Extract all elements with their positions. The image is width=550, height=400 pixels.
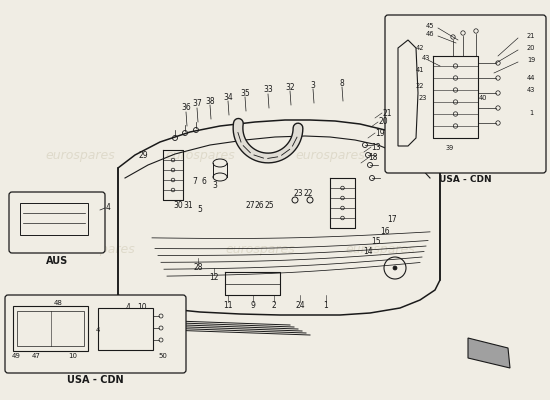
Text: 8: 8: [340, 78, 344, 88]
Text: 6: 6: [201, 178, 206, 186]
Text: 27: 27: [245, 200, 255, 210]
Text: USA - CDN: USA - CDN: [67, 375, 124, 385]
Text: 29: 29: [138, 150, 148, 160]
Text: 40: 40: [478, 95, 487, 101]
Text: 22: 22: [416, 83, 424, 89]
Text: 7: 7: [192, 178, 197, 186]
Text: 4: 4: [125, 304, 130, 312]
Text: 19: 19: [527, 57, 535, 63]
Text: 19: 19: [375, 128, 385, 138]
Text: 10: 10: [137, 304, 147, 312]
Text: 48: 48: [53, 300, 63, 306]
Text: 21: 21: [382, 108, 392, 118]
Text: 49: 49: [12, 353, 20, 359]
Text: 20: 20: [378, 118, 388, 126]
Text: 36: 36: [181, 104, 191, 112]
Text: 33: 33: [263, 86, 273, 94]
FancyBboxPatch shape: [98, 308, 153, 350]
Text: 9: 9: [251, 300, 255, 310]
Text: 25: 25: [264, 200, 274, 210]
Text: 47: 47: [31, 353, 41, 359]
FancyBboxPatch shape: [17, 311, 84, 346]
FancyBboxPatch shape: [5, 295, 186, 373]
Text: 11: 11: [223, 300, 233, 310]
Text: 39: 39: [446, 145, 454, 151]
FancyBboxPatch shape: [9, 192, 105, 253]
FancyBboxPatch shape: [20, 203, 88, 235]
Circle shape: [393, 266, 397, 270]
Text: 4: 4: [96, 327, 100, 333]
Text: 10: 10: [69, 353, 78, 359]
Text: 4: 4: [106, 202, 111, 212]
Text: 31: 31: [183, 200, 193, 210]
Text: 2: 2: [272, 300, 276, 310]
Text: 42: 42: [416, 45, 424, 51]
Text: 18: 18: [368, 154, 378, 162]
Text: 43: 43: [422, 55, 430, 61]
Text: 35: 35: [240, 88, 250, 98]
Text: 45: 45: [426, 23, 434, 29]
Text: 13: 13: [371, 142, 381, 152]
Text: 46: 46: [426, 31, 434, 37]
Text: AUS: AUS: [46, 256, 68, 266]
Text: 43: 43: [527, 87, 535, 93]
Text: 16: 16: [380, 228, 390, 236]
Text: eurospares: eurospares: [65, 244, 135, 256]
Text: 14: 14: [363, 248, 373, 256]
FancyBboxPatch shape: [385, 15, 546, 173]
Text: 20: 20: [527, 45, 535, 51]
Text: 1: 1: [529, 110, 533, 116]
Text: eurospares: eurospares: [225, 244, 295, 256]
Text: 1: 1: [323, 300, 328, 310]
Text: eurospares: eurospares: [345, 244, 415, 256]
Text: 3: 3: [311, 80, 316, 90]
Text: 22: 22: [303, 188, 313, 198]
Text: 50: 50: [158, 353, 167, 359]
Text: 23: 23: [293, 188, 303, 198]
Text: 30: 30: [173, 200, 183, 210]
Text: USA - CDN: USA - CDN: [439, 175, 492, 184]
Text: 41: 41: [416, 67, 424, 73]
Text: eurospares: eurospares: [45, 148, 115, 162]
FancyBboxPatch shape: [13, 306, 88, 351]
Text: 44: 44: [527, 75, 535, 81]
Text: 38: 38: [205, 96, 215, 106]
Text: 3: 3: [212, 182, 217, 190]
Text: 23: 23: [419, 95, 427, 101]
Text: 17: 17: [387, 216, 397, 224]
Text: 12: 12: [209, 274, 219, 282]
Text: 26: 26: [254, 200, 264, 210]
Text: 37: 37: [192, 100, 202, 108]
Text: 28: 28: [193, 264, 203, 272]
Text: eurospares: eurospares: [295, 148, 365, 162]
Text: 21: 21: [527, 33, 535, 39]
Polygon shape: [468, 338, 510, 368]
Text: 5: 5: [197, 206, 202, 214]
Text: 24: 24: [295, 300, 305, 310]
Text: 32: 32: [285, 82, 295, 92]
Text: 34: 34: [223, 92, 233, 102]
Text: 15: 15: [371, 238, 381, 246]
Text: eurospares: eurospares: [165, 148, 235, 162]
